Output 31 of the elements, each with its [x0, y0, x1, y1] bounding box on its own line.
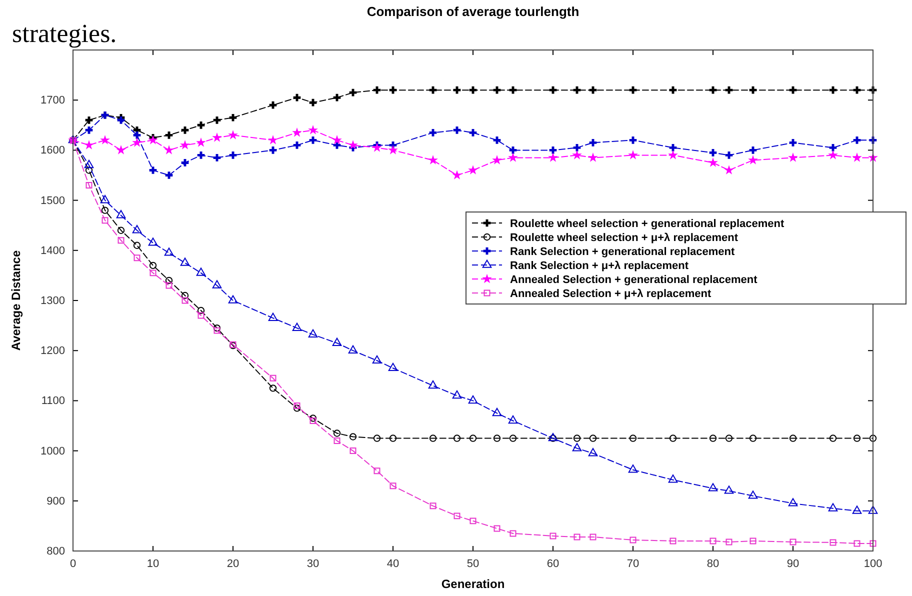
- x-tick-label: 90: [786, 558, 800, 570]
- x-tick-label: 80: [706, 558, 720, 570]
- y-tick-label: 1600: [40, 144, 65, 157]
- legend-label: Rank Selection + μ+λ replacement: [510, 260, 689, 272]
- text: strategies.: [12, 19, 117, 48]
- y-tick-label: 1200: [40, 345, 65, 358]
- legend-label: Roulette wheel selection + μ+λ replacement: [510, 232, 738, 244]
- x-axis-title: Generation: [441, 577, 505, 591]
- y-tick-label: 900: [46, 495, 65, 508]
- y-tick-label: 1000: [40, 445, 65, 458]
- y-tick-label: 1300: [40, 295, 65, 308]
- legend-label: Roulette wheel selection + generational replacement: [510, 218, 785, 230]
- y-tick-label: 1100: [41, 395, 65, 408]
- y-axis-title: Average Distance: [9, 250, 23, 351]
- y-tick-label: 1500: [40, 194, 65, 207]
- x-tick-label: 10: [146, 558, 160, 570]
- x-tick-label: 100: [864, 558, 882, 570]
- x-tick-label: 50: [466, 558, 480, 570]
- y-tick-label: 1400: [40, 244, 65, 257]
- x-tick-label: 70: [626, 558, 640, 570]
- x-tick-label: 60: [546, 558, 560, 570]
- x-tick-label: 0: [70, 558, 76, 570]
- y-tick-label: 1700: [40, 94, 65, 107]
- x-tick-label: 20: [226, 558, 240, 570]
- chart-title: Comparison of average tourlength: [366, 4, 580, 19]
- x-tick-label: 30: [306, 558, 320, 570]
- legend-label: Annealed Selection + μ+λ replacement: [510, 288, 712, 300]
- legend-label: Annealed Selection + generational replacement: [510, 274, 758, 286]
- legend-label: Rank Selection + generational replacement: [510, 246, 735, 258]
- y-tick-label: 800: [46, 546, 65, 558]
- x-tick-label: 40: [386, 558, 400, 570]
